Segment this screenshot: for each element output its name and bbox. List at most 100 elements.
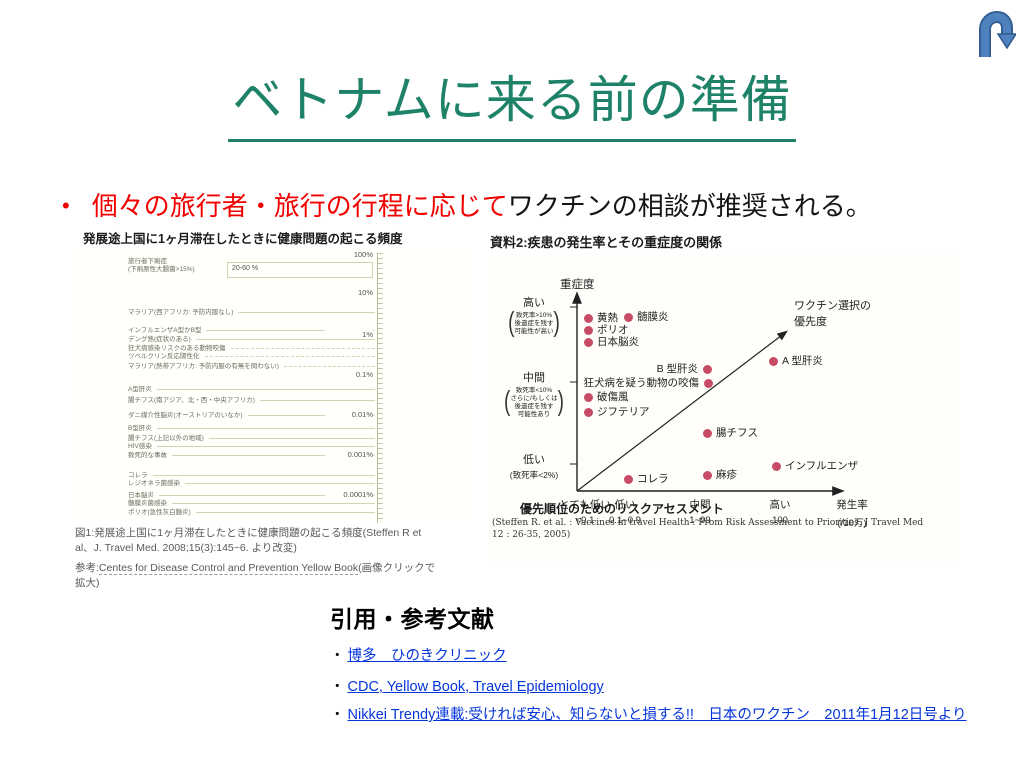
data-point xyxy=(703,471,712,480)
left-paren: ( xyxy=(504,387,511,418)
chart-row-label-line2: (下痢原性大腸菌>15%) xyxy=(128,265,195,273)
severity-detail-lines: 致死率<10% さらに/もしくは 後遺症を残す 可能性あり xyxy=(510,387,558,418)
figure1-chart-image[interactable]: 旅行者下痢症 (下痢原性大腸菌>15%) 20-60 % マラリア(西アフリカ: 予防… xyxy=(75,248,475,524)
chart-row-line xyxy=(283,365,375,367)
figure2-title: 資料2:疾患の発生率とその重症度の関係 xyxy=(490,235,723,250)
chart-row-label: 致死的な事故 xyxy=(128,451,167,459)
data-point-label: 髄膜炎 xyxy=(637,311,669,323)
incidence-category-name: とても低い xyxy=(559,499,611,511)
data-point-label: 破傷風 xyxy=(597,391,629,403)
severity-axis-label: 重症度 xyxy=(560,279,595,291)
chart-row: 日本脳炎 xyxy=(128,490,375,500)
cdc-yellow-book-link[interactable]: Centes for Disease Control and Preventio… xyxy=(98,562,359,575)
axis-tick-label: 1% xyxy=(325,330,373,339)
chart-row-label: 腸チフス(南アジア、北・西・中央アフリカ) xyxy=(128,396,255,404)
figure1-ref-suffix: (画像クリックで拡大) xyxy=(75,562,436,589)
data-point xyxy=(584,314,593,323)
data-point xyxy=(584,393,593,402)
figure1-title: 発展途上国に1ヶ月滞在したときに健康問題の起こる頻度 xyxy=(83,232,403,246)
severity-category-name: 高い xyxy=(523,297,545,309)
figure1-caption: 図1:発展途上国に1ヶ月滞在したときに健康問題の起こる頻度(Steffen R … xyxy=(75,527,422,554)
chart-row-label: ポリオ(急性灰白髄炎) xyxy=(128,508,191,516)
incidence-category-name: 低い xyxy=(614,499,636,511)
severity-category-detail: (致死率<10% さらに/もしくは 後遺症を残す 可能性あり) xyxy=(494,387,574,419)
bullet-marker: • xyxy=(62,193,70,218)
data-point-label: 黄熱 xyxy=(597,312,618,324)
chart-row: デング熱(症状のある) xyxy=(128,334,375,344)
incidence-category: とても低い <0.1 xyxy=(559,497,611,526)
data-point-label: B 型肝炎 xyxy=(656,363,698,375)
right-paren: ) xyxy=(553,308,560,339)
chart-row: A型肝炎 xyxy=(128,384,375,394)
right-paren: ) xyxy=(557,387,564,418)
chart-row-line xyxy=(195,338,375,340)
axis-tick-label: 10% xyxy=(325,288,373,297)
reference-link[interactable]: CDC, Yellow Book, Travel Epidemiology xyxy=(347,679,604,695)
incidence-category-range: 100 xyxy=(772,515,788,526)
chart-row-label: 旅行者下痢症 (下痢原性大腸菌>15%) xyxy=(128,258,195,273)
chart-row-label: ダニ媒介性脳炎(オーストリアのいなか) xyxy=(128,411,243,419)
chart-row: インフルエンザA型かB型 xyxy=(128,325,375,335)
chart-row-line xyxy=(152,474,375,476)
chart-row: 腸チフス(上記以外の地域) xyxy=(128,433,375,443)
vaccine-priority-arrow-label: ワクチン選択の 優先度 xyxy=(794,298,871,330)
chart-row: マラリア(熱帯アフリカ: 予防内服の有無を問わない) xyxy=(128,361,375,371)
chart-row-line xyxy=(172,502,375,504)
assessment-label: 優先順位のためのリスクアセスメント xyxy=(520,502,724,516)
data-point-label: コレラ xyxy=(637,473,669,485)
reference-item: ・ CDC, Yellow Book, Travel Epidemiology xyxy=(330,675,1000,696)
data-point xyxy=(772,462,781,471)
chart-row: レジオネラ菌感染 xyxy=(128,478,375,488)
chart-row: HIV感染 xyxy=(128,441,375,451)
data-point xyxy=(584,408,593,417)
reference-item: ・ Nikkei Trendy連載:受ければ安心、知らないと損する!! 日本のワク… xyxy=(330,703,1000,724)
data-point-label: 腸チフス xyxy=(716,427,758,439)
data-point-label: ポリオ xyxy=(597,324,629,336)
incidence-category: 低い 0.1~0.9 xyxy=(609,497,641,526)
axis-tick-label: 0.0001% xyxy=(325,490,373,499)
data-point xyxy=(703,365,712,374)
chart-row-label: 腸チフス(上記以外の地域) xyxy=(128,434,204,442)
reference-item: ・博多 ひのきクリニック xyxy=(330,644,1000,665)
chart-row-label: B型肝炎 xyxy=(128,424,152,432)
reference-bullet: ・ xyxy=(330,648,345,664)
severity-category: 中間 (致死率<10% さらに/もしくは 後遺症を残す 可能性あり) xyxy=(494,369,574,419)
severity-category-name: 中間 xyxy=(523,372,545,384)
chart-row: コレラ xyxy=(128,470,375,480)
data-point xyxy=(624,475,633,484)
chart-row-line xyxy=(185,482,375,484)
chart-row-line xyxy=(156,388,375,390)
chart-row: 腸チフス(南アジア、北・西・中央アフリカ) xyxy=(128,395,375,405)
chart-row-line xyxy=(206,329,375,331)
incidence-category: 高い 100 xyxy=(770,497,791,526)
chart-row-label: A型肝炎 xyxy=(128,385,152,393)
axis-tick-label: 0.01% xyxy=(325,410,373,419)
incidence-axis-label: 発生率 (/10万) xyxy=(836,497,868,529)
chart-row-label: HIV感染 xyxy=(128,442,152,450)
severity-category: 低い (致死率<2%) xyxy=(494,451,574,481)
chart-row-label: ツベルクリン反応陽性化 xyxy=(128,352,200,360)
chart-row-line xyxy=(195,511,375,513)
references-heading: 引用・参考文献 xyxy=(330,606,495,632)
vaccine-priority-line1: ワクチン選択の xyxy=(794,300,871,312)
data-point-label: 麻疹 xyxy=(716,469,737,481)
chart-row-label: マラリア(熱帯アフリカ: 予防内服の有無を問わない) xyxy=(128,362,279,370)
incidence-category-range: 1~99 xyxy=(689,515,711,526)
figure2-scatter-chart: 資料2:疾患の発生率とその重症度の関係 重症度 ワクチン選択の 優先度 xyxy=(490,232,960,567)
severity-detail-lines: 致死率>10% 後遺症を残す 可能性が高い xyxy=(514,312,554,335)
chart-row-line xyxy=(208,437,375,439)
reference-link[interactable]: Nikkei Trendy連載:受ければ安心、知らないと損する!! 日本のワクチ… xyxy=(347,707,967,723)
references-list: ・博多 ひのきクリニック・ CDC, Yellow Book, Travel Ep… xyxy=(330,644,1000,724)
chart-row-line xyxy=(230,347,375,349)
chart-row-label: レジオネラ菌感染 xyxy=(128,479,180,487)
incidence-axis-text: 発生率 xyxy=(836,499,868,511)
axis-tick-label: 0.001% xyxy=(325,450,373,459)
data-point xyxy=(624,313,633,322)
chart-row-label: 髄膜炎菌感染 xyxy=(128,499,167,507)
chart-row-line xyxy=(247,414,375,416)
bullet-text-black: ワクチンの相談が推奨される。 xyxy=(507,191,872,221)
references-section: 引用・参考文献 ・博多 ひのきクリニック・ CDC, Yellow Book, T… xyxy=(330,600,1000,731)
reference-link[interactable]: 博多 ひのきクリニック xyxy=(347,648,507,664)
chart-row: ポリオ(急性灰白髄炎) xyxy=(128,507,375,517)
